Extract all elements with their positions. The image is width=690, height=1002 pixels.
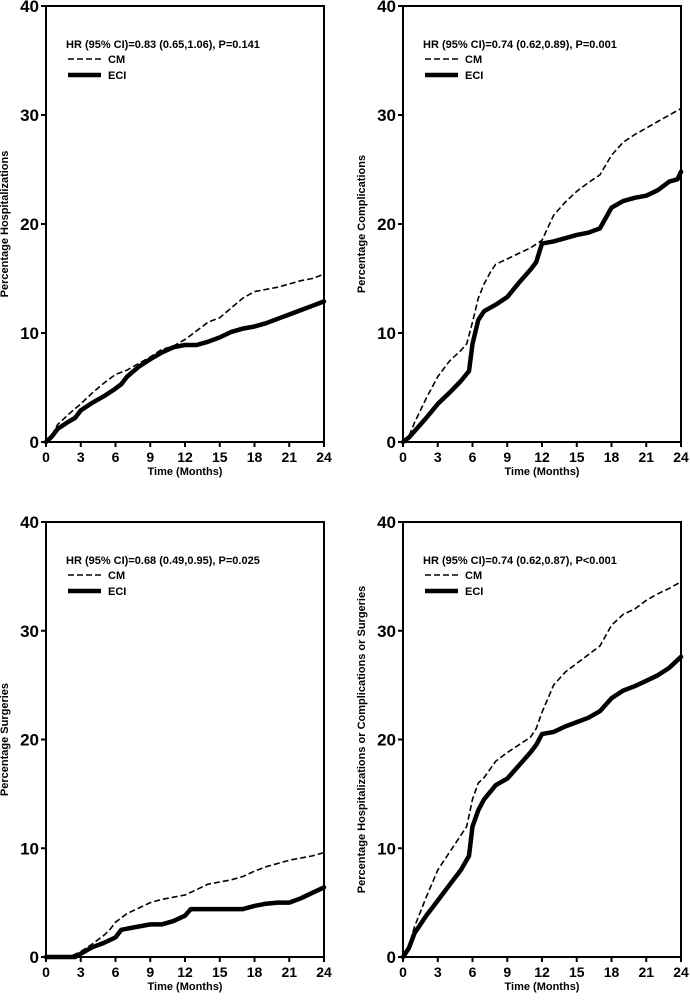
plot-frame [402,5,682,443]
x-tick-label: 9 [146,964,154,980]
x-tick-label: 6 [469,449,477,465]
x-tick-label: 6 [469,964,477,980]
x-tick-label: 24 [673,449,689,465]
y-tick-label: 30 [377,622,396,641]
y-tick-label: 30 [20,106,39,125]
legend-label-eci: ECI [108,70,126,82]
y-tick-label: 0 [387,433,396,452]
x-tick-label: 18 [247,449,263,465]
x-tick-label: 6 [112,964,120,980]
series-line-cm [45,273,325,443]
x-tick-label: 12 [177,964,193,980]
hazard-ratio-annotation: HR (95% CI)=0.74 (0.62,0.89), P=0.001 [423,39,617,51]
x-axis-label: Time (Months) [505,981,580,993]
series-line-eci [400,654,684,960]
legend-label-eci: ECI [465,586,483,598]
x-tick-label: 0 [42,449,50,465]
x-tick-label: 21 [281,964,297,980]
legend-label-cm: CM [465,54,482,66]
series-line-eci [43,299,327,445]
chart-panel-3: 0 3 6 9 12 15 18 21 24 0 10 20 30 40 Time (Months) Perc… [0,513,332,993]
series-line-eci [43,885,327,960]
y-tick-label: 0 [387,948,396,967]
x-tick-label: 3 [77,449,85,465]
x-tick-label: 9 [503,964,511,980]
x-tick-label: 21 [638,964,654,980]
x-tick-label: 0 [399,964,407,980]
legend-label-cm: CM [108,570,125,582]
x-tick-label: 15 [212,964,228,980]
x-tick-label: 24 [316,964,332,980]
y-tick-label: 20 [377,215,396,234]
y-tick-label: 40 [377,0,396,16]
hazard-ratio-annotation: HR (95% CI)=0.68 (0.49,0.95), P=0.025 [66,555,260,567]
series-line-cm [46,851,325,958]
y-tick-label: 40 [20,0,39,16]
x-axis-label: Time (Months) [505,466,580,478]
x-tick-label: 24 [673,964,689,980]
x-tick-label: 3 [77,964,85,980]
hazard-ratio-annotation: HR (95% CI)=0.74 (0.62,0.87), P<0.001 [423,555,617,567]
y-tick-label: 10 [377,839,396,858]
y-axis-label: Percentage Hospitalizations or Complicat… [356,586,368,893]
x-tick-label: 3 [434,964,442,980]
x-tick-label: 6 [112,449,120,465]
y-axis-label: Percentage Complications [356,155,368,293]
x-tick-label: 0 [42,964,50,980]
y-tick-label: 20 [20,215,39,234]
x-axis-label: Time (Months) [148,981,223,993]
y-tick-label: 30 [377,106,396,125]
chart-panel-2: 0 3 6 9 12 15 18 21 24 0 10 20 30 40 Time (Months) Perc… [356,0,689,478]
y-tick-label: 20 [377,731,396,750]
y-axis-label: Percentage Hospitalizations [0,151,11,298]
x-axis-label: Time (Months) [148,466,223,478]
y-tick-label: 20 [20,731,39,750]
series-line-eci [400,169,684,445]
legend-label-eci: ECI [108,586,126,598]
y-tick-label: 0 [30,948,39,967]
legend-label-eci: ECI [465,70,483,82]
x-tick-label: 12 [177,449,193,465]
x-tick-label: 15 [569,449,585,465]
x-tick-label: 0 [399,449,407,465]
legend-label-cm: CM [465,570,482,582]
y-tick-label: 10 [377,324,396,343]
x-tick-label: 21 [638,449,654,465]
x-tick-label: 24 [316,449,332,465]
y-tick-label: 10 [20,324,39,343]
plot-frame [45,521,325,958]
y-tick-label: 10 [20,839,39,858]
y-tick-label: 30 [20,622,39,641]
y-tick-label: 0 [30,433,39,452]
x-tick-label: 15 [212,449,228,465]
series-line-cm [402,107,682,443]
series-line-cm [402,581,682,958]
x-tick-label: 3 [434,449,442,465]
hazard-ratio-annotation: HR (95% CI)=0.83 (0.65,1.06), P=0.141 [66,39,260,51]
x-tick-label: 15 [569,964,585,980]
x-tick-label: 9 [146,449,154,465]
chart-panel-4: 0 3 6 9 12 15 18 21 24 0 10 20 30 40 Time (Months) Perc… [356,513,689,993]
y-tick-label: 40 [377,513,396,532]
plot-frame [45,5,325,443]
y-axis-label: Percentage Surgeries [0,683,11,796]
x-tick-label: 18 [604,449,620,465]
chart-panel-1: 0 3 6 9 12 15 18 21 24 0 10 20 30 40 Time (Months) Perc… [0,0,332,478]
x-tick-label: 12 [534,964,550,980]
x-tick-label: 18 [247,964,263,980]
x-tick-label: 18 [604,964,620,980]
y-tick-label: 40 [20,513,39,532]
legend-label-cm: CM [108,54,125,66]
x-tick-label: 12 [534,449,550,465]
x-tick-label: 21 [281,449,297,465]
x-tick-label: 9 [503,449,511,465]
